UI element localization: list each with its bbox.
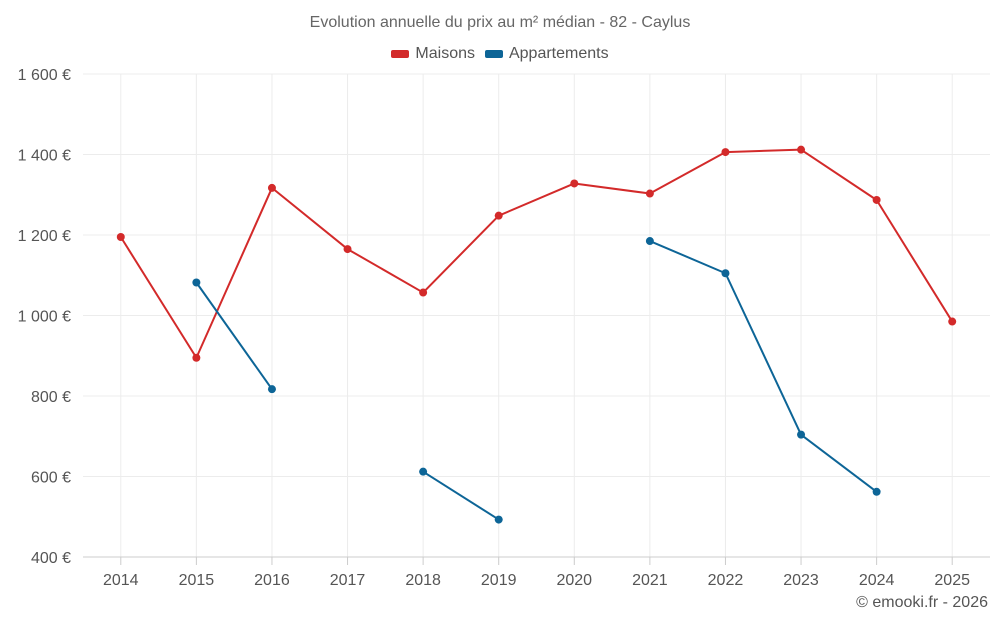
legend-item-appartements[interactable]: Appartements [484, 45, 609, 63]
data-point-appartements [419, 467, 428, 476]
y-tick-label: 800 € [31, 389, 71, 406]
x-tick-label: 2014 [103, 572, 139, 589]
chart-legend: Maisons Appartements [0, 45, 1000, 63]
x-tick-label: 2023 [783, 572, 819, 589]
x-tick-label: 2016 [254, 572, 290, 589]
legend-swatch-appartements [484, 50, 503, 58]
legend-label-maisons: Maisons [415, 45, 475, 62]
data-point-maisons [948, 317, 957, 326]
y-tick-label: 1 000 € [18, 309, 71, 326]
data-point-maisons [267, 183, 276, 192]
data-point-maisons [570, 179, 579, 188]
series-line-appartements [422, 470, 500, 521]
x-tick-label: 2025 [934, 572, 970, 589]
data-point-appartements [797, 430, 806, 439]
y-tick-label: 1 200 € [18, 228, 71, 245]
y-tick-label: 1 400 € [18, 148, 71, 165]
data-point-maisons [343, 245, 352, 254]
y-tick-label: 600 € [31, 470, 71, 487]
x-tick-label: 2019 [481, 572, 517, 589]
series-line-appartements [195, 281, 273, 390]
x-tick-label: 2015 [179, 572, 215, 589]
x-tick-label: 2024 [859, 572, 895, 589]
y-tick-label: 400 € [31, 550, 71, 567]
data-point-maisons [797, 145, 806, 154]
series-line-maisons [119, 148, 954, 359]
data-point-appartements [721, 269, 730, 278]
x-tick-label: 2020 [556, 572, 592, 589]
data-point-maisons [721, 148, 730, 157]
credit-text: © emooki.fr - 2026 [856, 594, 988, 611]
data-point-maisons [419, 288, 428, 297]
chart-title: Evolution annuelle du prix au m² médian … [309, 14, 691, 31]
data-point-maisons [872, 195, 881, 204]
data-point-maisons [192, 353, 201, 362]
y-tick-label: 1 600 € [18, 67, 71, 84]
data-point-appartements [494, 515, 503, 524]
data-point-appartements [267, 385, 276, 394]
x-tick-label: 2018 [405, 572, 441, 589]
x-tick-label: 2022 [708, 572, 744, 589]
data-point-appartements [192, 278, 201, 287]
legend-item-maisons[interactable]: Maisons [391, 45, 475, 63]
series-line-appartements [649, 240, 878, 493]
legend-swatch-maisons [391, 50, 410, 58]
data-point-maisons [645, 189, 654, 198]
x-tick-label: 2017 [330, 572, 366, 589]
data-point-appartements [645, 237, 654, 246]
x-tick-label: 2021 [632, 572, 668, 589]
data-point-maisons [116, 233, 125, 242]
data-point-appartements [872, 487, 881, 496]
legend-label-appartements: Appartements [508, 45, 609, 62]
data-point-maisons [494, 211, 503, 220]
